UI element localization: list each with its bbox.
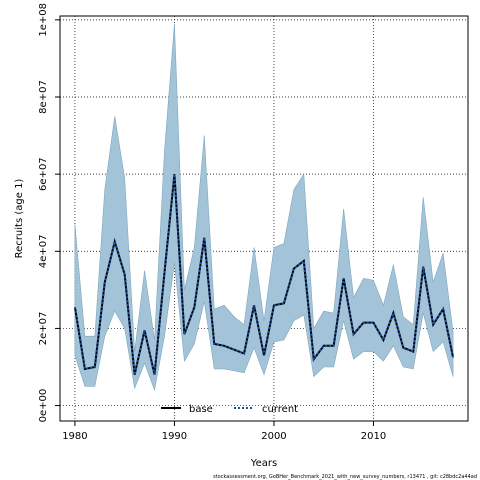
y-tick-label: 2e+07 [38, 312, 49, 346]
y-tick-label: 0e+00 [38, 389, 49, 423]
legend: base current [161, 404, 298, 415]
confidence-band [74, 23, 454, 392]
x-tick-label: 1980 [62, 431, 87, 442]
x-tick-label: 2010 [361, 431, 386, 442]
y-tick-label: 4e+07 [38, 234, 49, 268]
legend-base-label: base [189, 404, 213, 415]
y-axis: 0e+00 2e+07 4e+07 6e+07 8e+07 1e+08 [38, 3, 60, 422]
x-axis-title: Years [250, 458, 277, 469]
plot-frame [59, 15, 469, 422]
x-tick-label: 1990 [162, 431, 187, 442]
y-tick-label: 8e+07 [38, 80, 49, 114]
series-line-current [73, 174, 455, 375]
footer-credit: stockassessment.org, GoBHer_Benchmark_20… [213, 474, 477, 480]
series-lines [73, 174, 455, 375]
y-tick-label: 1e+08 [38, 3, 49, 37]
y-axis-title: Recruits (age 1) [14, 179, 25, 259]
x-axis: 1980 1990 2000 2010 [62, 421, 386, 442]
confidence-band-area [74, 23, 454, 392]
x-tick-label: 2000 [261, 431, 286, 442]
legend-current-label: current [262, 404, 298, 415]
y-tick-label: 6e+07 [38, 157, 49, 191]
